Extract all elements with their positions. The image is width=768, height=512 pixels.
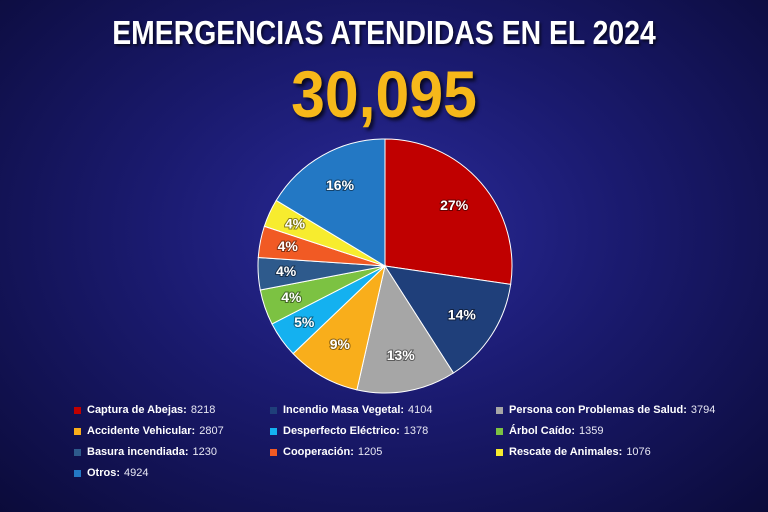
slice-percent-label: 4% [281,289,302,305]
legend-swatch [74,469,81,477]
legend-label: Rescate de Animales: [509,446,623,458]
legend-item: Desperfecto Eléctrico: 1378 [270,425,496,437]
slice-percent-label: 9% [330,336,351,352]
pie-slice-0 [384,138,513,285]
legend-swatch [496,448,503,456]
legend-swatch [270,448,277,456]
legend-value: 1230 [192,446,217,458]
slice-percent-label: 4% [285,215,306,231]
legend: Captura de Abejas: 8218 Incendio Masa Vege… [74,404,754,479]
slice-percent-label: 4% [276,263,297,279]
legend-item: Árbol Caído: 1359 [496,425,746,437]
slice-percent-label: 16% [326,177,355,193]
legend-value: 4924 [124,467,149,479]
legend-item: Accidente Vehicular: 2807 [74,425,270,437]
legend-value: 4104 [408,404,433,416]
legend-swatch [74,406,81,414]
legend-label: Accidente Vehicular: [87,425,196,437]
legend-label: Otros: [87,467,120,479]
legend-swatch [270,427,277,435]
pie-slice-2 [356,264,455,394]
legend-label: Árbol Caído: [509,425,575,437]
slice-percent-label: 13% [387,347,416,363]
legend-swatch [496,406,503,414]
legend-swatch [74,427,81,435]
pie-slice-9 [275,138,386,267]
slice-percent-label: 27% [440,197,469,213]
legend-value: 1359 [579,425,604,437]
legend-swatch [496,427,503,435]
legend-value: 1378 [403,425,429,437]
legend-label: Persona con Problemas de Salud: [509,404,687,416]
legend-label: Cooperación: [283,446,354,458]
legend-value: 8218 [190,404,216,416]
legend-value: 3794 [690,404,716,416]
legend-item: Cooperación: 1205 [270,446,496,458]
pie-slice-1 [383,265,512,374]
slice-percent-label: 14% [448,306,477,322]
total-count: 30,095 [291,57,477,131]
legend-item: Captura de Abejas: 8218 [74,404,270,416]
legend-item: Rescate de Animales: 1076 [496,446,746,458]
legend-value: 1205 [357,446,383,458]
legend-item: Incendio Masa Vegetal: 4104 [270,404,496,416]
chart-title: EMERGENCIAS ATENDIDAS EN EL 2024 [112,14,656,51]
legend-label: Basura incendiada: [87,446,189,458]
legend-swatch [74,448,81,456]
legend-swatch [270,406,277,414]
legend-label: Captura de Abejas: [87,404,187,416]
legend-label: Desperfecto Eléctrico: [283,425,400,437]
legend-label: Incendio Masa Vegetal: [283,404,405,416]
legend-value: 2807 [199,425,224,437]
legend-item: Persona con Problemas de Salud: 3794 [496,404,746,416]
legend-item: Basura incendiada: 1230 [74,446,270,458]
slice-percent-label: 4% [278,238,299,254]
legend-item: Otros: 4924 [74,467,270,479]
legend-value: 1076 [626,446,651,458]
slice-percent-label: 5% [294,314,315,330]
